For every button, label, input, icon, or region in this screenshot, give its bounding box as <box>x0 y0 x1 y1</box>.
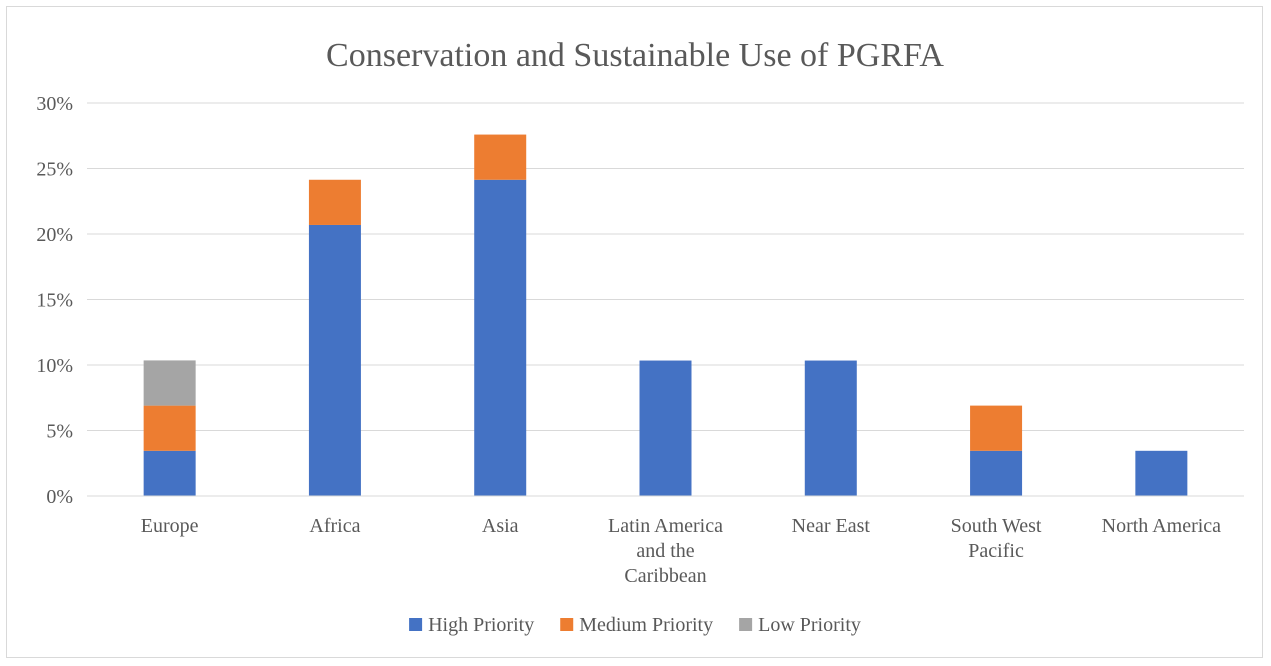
legend: High Priority Medium Priority Low Priority <box>409 614 861 636</box>
bar-high-priority <box>804 360 857 496</box>
y-tick-label: 15% <box>36 290 73 312</box>
bar-medium-priority <box>143 405 196 451</box>
x-tick-label: Asia <box>482 515 519 537</box>
legend-label: High Priority <box>428 614 534 636</box>
legend-item: Medium Priority <box>560 614 713 636</box>
bar-high-priority <box>474 179 527 497</box>
bar-low-priority <box>143 360 196 406</box>
legend-label: Medium Priority <box>579 614 713 636</box>
bar-high-priority <box>639 360 692 496</box>
x-tick-label: Africa <box>309 515 360 537</box>
chart-frame: 0% 5% 10% 15% 20% 25% 30% Europe Africa Asia Latin… <box>6 6 1263 658</box>
bar-medium-priority <box>474 134 527 180</box>
bar-high-priority <box>1135 450 1188 496</box>
y-tick-label: 20% <box>36 224 73 246</box>
y-tick-label: 10% <box>36 355 73 377</box>
bar-high-priority <box>970 450 1023 496</box>
x-tick-label: North America <box>1102 515 1222 537</box>
legend-item: High Priority <box>409 614 534 636</box>
legend-label: Low Priority <box>758 614 861 636</box>
y-tick-label: 5% <box>46 421 73 443</box>
bar-high-priority <box>308 224 361 496</box>
x-tick-label: Latin America and the Caribbean <box>608 515 723 587</box>
y-tick-label: 0% <box>46 486 73 508</box>
y-tick-label: 25% <box>36 159 73 181</box>
legend-item: Low Priority <box>739 614 861 636</box>
x-tick-label: South West Pacific <box>951 515 1042 562</box>
legend-swatch <box>560 618 574 631</box>
bar-medium-priority <box>308 179 361 225</box>
x-tick-label: Near East <box>792 515 871 537</box>
bar-high-priority <box>143 450 196 496</box>
chart-title: Conservation and Sustainable Use of PGRF… <box>326 37 944 74</box>
legend-swatch <box>409 618 423 631</box>
x-tick-label: Europe <box>141 515 199 537</box>
axes: 0% 5% 10% 15% 20% 25% 30% Europe Africa Asia Latin… <box>36 93 1244 587</box>
y-tick-label: 30% <box>36 93 73 115</box>
chart: 0% 5% 10% 15% 20% 25% 30% Europe Africa Asia Latin… <box>36 37 1244 636</box>
bars <box>143 134 1188 497</box>
legend-swatch <box>739 618 753 631</box>
bar-medium-priority <box>970 405 1023 451</box>
